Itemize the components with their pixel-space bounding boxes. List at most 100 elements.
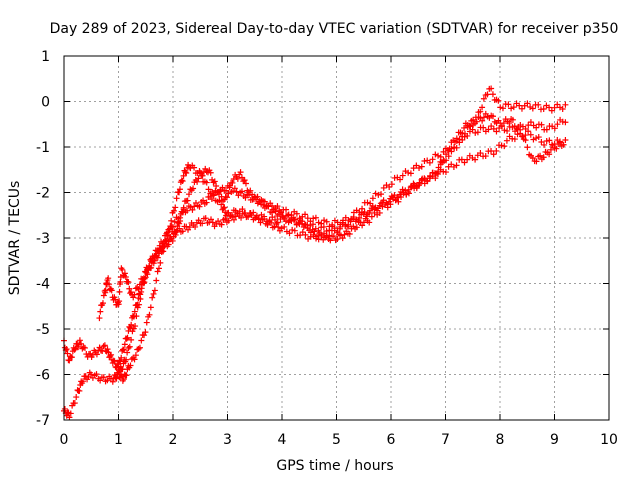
data-point [218,201,225,208]
data-point [359,205,366,212]
data-point [368,205,375,212]
data-point [125,327,132,334]
data-point [202,165,209,172]
data-point [416,180,423,187]
data-point [504,127,511,134]
data-point [220,205,227,212]
data-point [316,229,323,236]
data-point [66,414,73,421]
data-point [210,192,217,199]
data-point [141,275,148,282]
data-point [210,179,217,186]
data-point [129,312,136,319]
data-point [254,193,261,200]
data-point [166,228,173,235]
data-point [219,184,226,191]
y-tick-label: -6 [36,368,50,384]
data-point [369,195,376,202]
data-point [119,366,126,373]
data-point [104,377,111,384]
data-point [218,221,225,228]
data-point [345,217,352,224]
data-point [209,219,216,226]
data-point [477,108,484,115]
data-point [547,146,554,153]
data-point [182,169,189,176]
data-point [147,304,154,311]
data-point [195,217,202,224]
data-point [274,203,281,210]
data-point [529,155,536,162]
data-point [503,137,510,144]
data-point [215,188,222,195]
data-point [155,265,162,272]
data-point [546,151,553,158]
data-point [112,296,119,303]
y-tick-label: -4 [36,277,50,293]
data-point [341,231,348,238]
data-point [170,233,177,240]
data-point [297,232,304,239]
data-point [171,218,178,225]
data-point [310,215,317,222]
data-point [453,135,460,142]
x-axis-label: GPS time / hours [276,458,393,474]
data-point [427,173,434,180]
data-point [517,126,524,133]
data-point [169,237,176,244]
data-point [448,161,455,168]
data-point [432,151,439,158]
data-point [152,247,159,254]
data-point [203,179,210,186]
y-tick-label: -3 [36,231,50,247]
data-point [216,197,223,204]
data-point [368,213,375,220]
data-point [453,162,460,169]
data-point [173,195,180,202]
data-point [522,132,529,139]
data-point [275,224,282,231]
data-point [302,231,309,238]
data-point [397,188,404,195]
data-point [140,280,147,287]
data-point [128,336,135,343]
data-point [535,101,542,108]
data-point [191,203,198,210]
data-point [185,191,192,198]
data-point [64,350,71,357]
data-point [138,288,145,295]
data-point [164,232,171,239]
data-point [442,169,449,176]
data-point [116,298,123,305]
data-point [334,236,341,243]
data-point [461,133,468,140]
data-point [241,210,248,217]
data-point [75,344,82,351]
data-point [153,277,160,284]
data-point [488,85,495,92]
data-point [123,356,130,363]
data-point [501,143,508,150]
data-point [546,104,553,111]
data-point [234,175,241,182]
x-tick-label: 1 [114,432,123,448]
data-point [435,168,442,175]
data-point [470,116,477,123]
data-point [213,183,220,190]
data-point [543,137,550,144]
data-point [342,223,349,230]
data-point [323,218,330,225]
data-point [261,215,268,222]
data-point [123,335,130,342]
data-point [403,191,410,198]
data-point [304,221,311,228]
data-point [453,144,460,151]
data-point [118,354,125,361]
x-tick-label: 3 [223,432,232,448]
data-point [340,217,347,224]
data-point [132,352,139,359]
data-point [131,356,138,363]
x-tick-label: 10 [600,432,618,448]
